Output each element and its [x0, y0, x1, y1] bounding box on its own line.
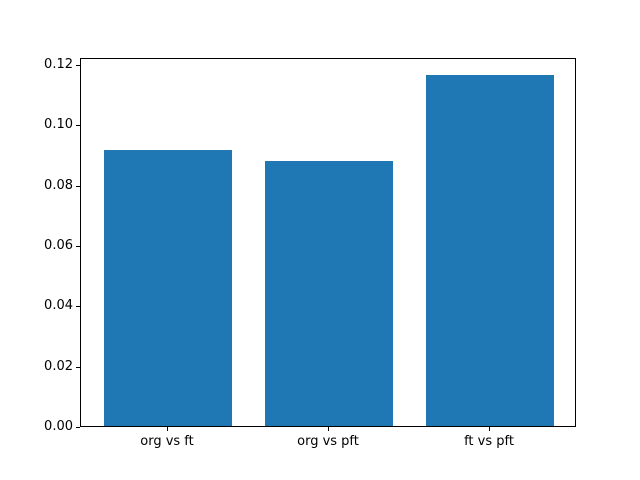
- x-tick-label: org vs ft: [140, 434, 194, 449]
- y-tick-mark: [76, 64, 80, 66]
- bar-ft-vs-pft: [425, 74, 555, 426]
- y-tick-label: 0.00: [44, 419, 73, 434]
- plot-area: [80, 58, 576, 427]
- y-tick-mark: [76, 185, 80, 187]
- y-tick-label: 0.06: [44, 238, 73, 253]
- bar-org-vs-pft: [264, 160, 394, 426]
- y-tick-label: 0.04: [44, 298, 73, 314]
- y-tick-label: 0.08: [44, 177, 73, 193]
- x-tick-label: ft vs pft: [464, 434, 514, 449]
- y-tick-mark: [76, 366, 80, 368]
- x-tick-mark: [328, 427, 329, 431]
- x-tick-label: org vs pft: [297, 434, 359, 449]
- y-tick-label: 0.12: [44, 56, 73, 72]
- y-tick-mark: [76, 125, 80, 127]
- y-tick-label: 0.02: [44, 358, 73, 374]
- x-tick-mark: [489, 427, 490, 431]
- y-tick-label: 0.10: [44, 117, 73, 133]
- y-tick-mark: [76, 427, 80, 428]
- bar-org-vs-ft: [103, 150, 233, 426]
- y-tick-mark: [76, 246, 80, 247]
- y-tick-mark: [76, 306, 80, 308]
- x-tick-mark: [167, 427, 168, 431]
